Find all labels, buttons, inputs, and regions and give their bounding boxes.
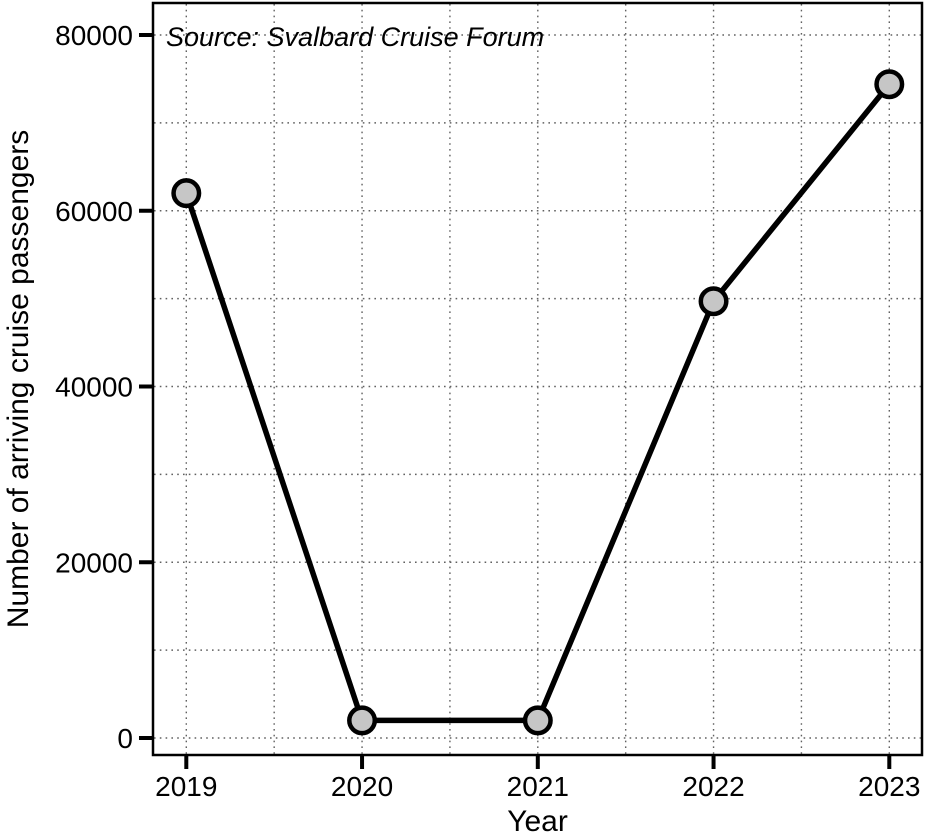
data-point-2019 (171, 178, 202, 209)
x-axis-title: Year (507, 805, 568, 838)
source-note: Source: Svalbard Cruise Forum (166, 22, 544, 52)
y-axis-tick-label: 80000 (55, 20, 133, 51)
y-axis-tick-label: 60000 (55, 196, 133, 227)
y-axis-tick-label: 40000 (55, 372, 133, 403)
panel-border (151, 1, 924, 757)
y-axis-tick-label: 0 (117, 723, 133, 754)
data-point-2020 (347, 705, 378, 736)
x-axis-tick-label: 2019 (155, 771, 217, 802)
x-axis-tick-label: 2022 (682, 771, 744, 802)
x-axis-tick-label: 2021 (507, 771, 569, 802)
x-axis-tick-label: 2023 (858, 771, 920, 802)
y-axis-tick-label: 20000 (55, 547, 133, 578)
x-axis-tick-label: 2020 (331, 771, 393, 802)
data-point-2022 (698, 286, 729, 317)
y-axis-title: Number of arriving cruise passengers (2, 130, 35, 629)
data-point-2021 (522, 705, 553, 736)
data-point-2023 (874, 69, 905, 100)
